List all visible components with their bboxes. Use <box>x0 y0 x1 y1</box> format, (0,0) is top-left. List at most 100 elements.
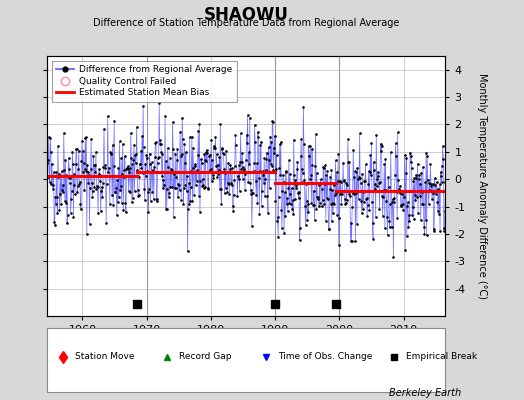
Point <box>322 172 331 178</box>
Point <box>298 179 306 185</box>
Point <box>353 165 362 171</box>
Point <box>121 153 129 159</box>
Point <box>115 194 123 200</box>
Point <box>290 136 298 143</box>
Point <box>330 182 338 188</box>
Point <box>408 165 416 171</box>
Point <box>256 167 265 174</box>
Point <box>48 182 57 188</box>
Point <box>330 201 339 207</box>
Point <box>347 220 355 226</box>
Point <box>261 167 270 173</box>
Point <box>44 157 52 164</box>
Point <box>239 164 247 170</box>
Point <box>61 198 69 204</box>
Point <box>129 194 137 201</box>
Point <box>138 133 146 139</box>
Point <box>109 202 117 208</box>
Point <box>151 154 159 161</box>
Point <box>296 225 304 231</box>
Point <box>117 154 125 161</box>
Point <box>81 134 90 141</box>
Point <box>117 200 126 206</box>
Point <box>375 180 383 186</box>
Point <box>205 153 213 159</box>
Point <box>398 190 406 197</box>
Point <box>262 156 270 162</box>
Point <box>364 202 372 208</box>
Point <box>195 120 203 127</box>
Point <box>187 184 195 190</box>
Point <box>179 135 187 142</box>
Point <box>305 153 313 159</box>
Point <box>225 190 234 197</box>
Point <box>105 172 114 179</box>
Point <box>144 208 152 215</box>
Point <box>180 185 188 192</box>
Point <box>121 200 129 206</box>
Point <box>52 194 61 200</box>
Point <box>165 194 173 200</box>
Point <box>55 171 63 178</box>
Point <box>94 210 102 216</box>
Point <box>277 207 286 213</box>
Point <box>424 201 433 207</box>
Point <box>357 198 365 204</box>
Point <box>429 228 438 234</box>
Point <box>298 166 307 172</box>
Point <box>222 185 230 192</box>
Point <box>73 183 82 189</box>
Point <box>68 187 76 194</box>
Point <box>436 168 445 175</box>
Point <box>64 174 72 180</box>
Point <box>118 171 126 178</box>
Point <box>137 165 146 172</box>
Point <box>137 147 145 154</box>
Point <box>261 176 269 182</box>
Point <box>332 169 341 175</box>
Point <box>207 137 215 144</box>
Point <box>401 246 409 253</box>
Point <box>104 168 113 175</box>
Point <box>300 141 308 147</box>
Point <box>49 185 57 192</box>
Point <box>263 193 271 199</box>
Point <box>284 185 292 192</box>
FancyBboxPatch shape <box>47 328 445 392</box>
Point <box>176 186 184 193</box>
Point <box>378 193 386 200</box>
Point <box>57 173 65 179</box>
Point <box>223 189 232 195</box>
Point <box>101 173 110 180</box>
Point <box>279 179 288 186</box>
Point <box>319 197 327 203</box>
Point <box>356 174 364 181</box>
Point <box>197 156 205 162</box>
Point <box>386 224 394 230</box>
Point <box>88 180 96 186</box>
Point <box>177 153 185 159</box>
Point <box>276 141 284 147</box>
Point <box>412 174 421 181</box>
Point <box>353 220 361 227</box>
Point <box>374 173 383 180</box>
Point <box>407 159 415 166</box>
Point <box>320 201 329 208</box>
Point <box>235 162 243 168</box>
Point <box>387 188 396 194</box>
Point <box>160 182 168 188</box>
Point <box>329 200 337 206</box>
Point <box>260 155 268 162</box>
Point <box>70 182 79 188</box>
Point <box>140 186 148 192</box>
Point <box>100 161 108 168</box>
Point <box>420 224 428 230</box>
Point <box>190 161 199 167</box>
Point <box>283 195 291 202</box>
Point <box>315 203 323 209</box>
Point <box>230 192 238 198</box>
Point <box>303 201 312 207</box>
Point <box>91 169 100 175</box>
Point <box>348 190 357 196</box>
Point <box>321 180 329 187</box>
